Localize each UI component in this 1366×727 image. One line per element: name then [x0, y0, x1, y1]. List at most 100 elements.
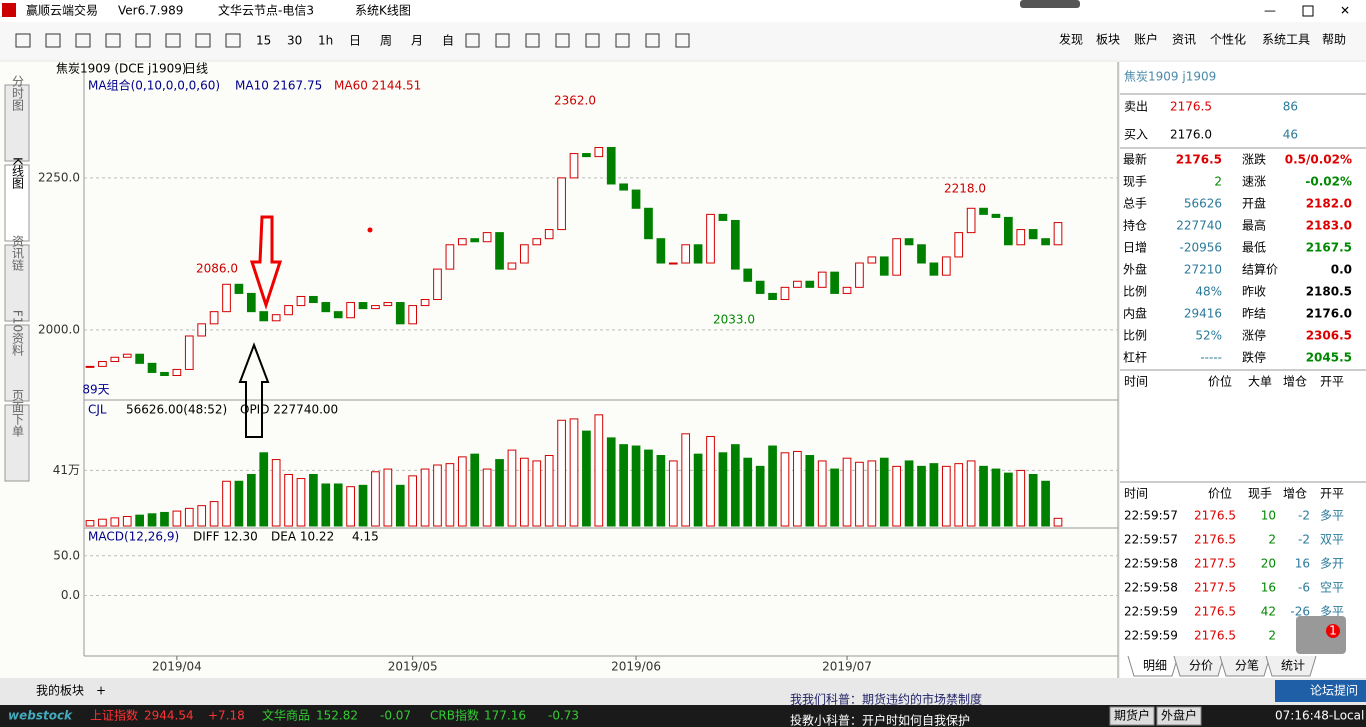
volume-bar — [544, 455, 554, 527]
panel-tab-label[interactable]: 明细 — [1143, 659, 1167, 673]
panel-tab[interactable] — [1219, 655, 1271, 677]
candle — [395, 302, 405, 325]
volume-bar — [805, 455, 815, 527]
period-button[interactable]: 周 — [380, 34, 392, 48]
volume-bar — [569, 418, 579, 527]
side-tab-label[interactable]: F10资料 — [11, 310, 25, 356]
volume-bar — [383, 468, 393, 527]
menu-item[interactable]: 资讯 — [1172, 33, 1196, 47]
tool-icon[interactable] — [75, 33, 91, 48]
panel-tab-label[interactable]: 分价 — [1189, 659, 1213, 673]
candle — [842, 286, 852, 294]
side-tab-label[interactable]: 资讯链 — [11, 235, 25, 271]
side-tab[interactable] — [4, 244, 30, 322]
tool-icon[interactable] — [105, 33, 121, 48]
menu-item[interactable]: 帮助 — [1322, 33, 1346, 47]
index-cell: 2944.54 — [144, 709, 194, 723]
candle — [135, 353, 144, 364]
candle — [445, 244, 455, 270]
volume-bar — [606, 437, 616, 527]
book-label: 买入 — [1124, 128, 1148, 142]
badge — [1326, 624, 1340, 638]
quote-label: 昨收 — [1242, 285, 1266, 299]
account-button-label[interactable]: 外盘户 — [1161, 708, 1197, 723]
table-header: 时间 — [1124, 375, 1148, 389]
candle — [259, 311, 269, 322]
candle — [98, 361, 107, 367]
board-tab[interactable]: 我的板块 — [36, 683, 84, 698]
tool-icon[interactable] — [675, 33, 690, 48]
tick-cell: -26 — [1290, 605, 1310, 619]
maximize[interactable] — [1302, 5, 1314, 17]
side-tab-label[interactable]: K线图 — [11, 157, 25, 189]
tool-icon[interactable] — [225, 33, 241, 48]
period-button[interactable]: 月 — [411, 34, 423, 48]
tool-icon[interactable] — [525, 33, 540, 48]
panel-tab[interactable] — [1173, 655, 1225, 677]
quote-value: 0.5/0.02% — [1285, 153, 1352, 167]
close[interactable]: ✕ — [1340, 4, 1350, 18]
menu-item[interactable]: 发现 — [1059, 32, 1083, 47]
macd-dea: DEA 10.22 — [271, 530, 334, 544]
forum-label[interactable]: 论坛提问 — [1310, 683, 1358, 698]
tool-icon[interactable] — [585, 33, 600, 48]
tool-icon[interactable] — [555, 33, 570, 48]
side-tab[interactable] — [4, 164, 30, 242]
tool-icon[interactable] — [495, 33, 510, 48]
minimize[interactable]: — — [1264, 4, 1276, 18]
side-tab[interactable] — [4, 404, 30, 482]
volume-bar — [693, 453, 703, 527]
tick-cell: 多平 — [1320, 509, 1344, 523]
volume-bar — [706, 436, 715, 527]
menu-item[interactable]: 系统工具 — [1262, 33, 1310, 47]
candle — [383, 302, 393, 307]
volume-bar — [1028, 473, 1038, 527]
side-tab-label[interactable]: 页面下单 — [11, 389, 25, 438]
menu-item[interactable]: 个性化 — [1210, 33, 1246, 47]
candle — [743, 268, 753, 282]
tool-icon[interactable] — [45, 33, 61, 48]
add-board[interactable]: + — [96, 684, 106, 698]
menu-item[interactable]: 板块 — [1096, 33, 1120, 47]
tool-icon[interactable] — [165, 33, 181, 48]
quote-label: 结算价 — [1242, 262, 1278, 277]
side-tab[interactable] — [4, 324, 30, 402]
account-button[interactable] — [1109, 706, 1155, 726]
tool-icon[interactable] — [195, 33, 211, 48]
tool-icon[interactable] — [615, 33, 630, 48]
panel-tab-label[interactable]: 分笔 — [1235, 658, 1259, 673]
period-button[interactable]: 自 — [442, 34, 454, 48]
candle — [160, 371, 169, 377]
candle — [197, 323, 207, 337]
tool-icon[interactable] — [465, 33, 480, 48]
volume-bar — [842, 457, 852, 527]
panel-tab-label[interactable]: 统计 — [1281, 659, 1305, 673]
tool-icon[interactable] — [15, 33, 31, 48]
candle — [954, 232, 964, 258]
account-button-label[interactable]: 期货户 — [1114, 708, 1150, 723]
account-button[interactable] — [1156, 706, 1202, 726]
period-button[interactable]: 日 — [349, 34, 361, 48]
volume-bar — [979, 465, 988, 527]
candle — [495, 232, 504, 270]
black-arrow — [238, 342, 270, 438]
candle — [1004, 216, 1013, 246]
period-button[interactable]: 15 — [256, 34, 271, 48]
side-tab-label[interactable]: 分时图 — [11, 75, 25, 111]
volume-bar — [246, 473, 256, 527]
menu-item[interactable]: 账户 — [1134, 32, 1158, 47]
table-header: 开平 — [1320, 487, 1344, 501]
panel-tab[interactable] — [1127, 655, 1179, 677]
candle — [507, 262, 517, 270]
ma-group: MA组合(0,10,0,0,0,60) — [88, 78, 220, 93]
period-button[interactable]: 30 — [287, 34, 302, 48]
side-tab[interactable] — [4, 84, 30, 162]
forum-button[interactable] — [1275, 680, 1366, 702]
panel-tab[interactable] — [1265, 655, 1317, 677]
period-button[interactable]: 1h — [318, 34, 333, 48]
candle — [817, 271, 827, 288]
tool-icon[interactable] — [645, 33, 660, 48]
tool-icon[interactable] — [135, 33, 151, 48]
volume-bar — [259, 452, 269, 527]
